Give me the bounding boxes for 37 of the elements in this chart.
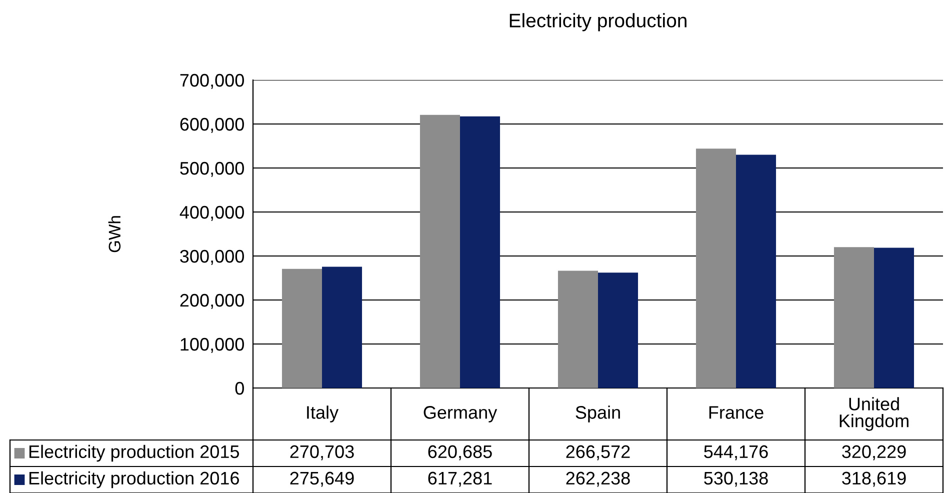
bar	[460, 116, 500, 388]
y-tick-label: 300,000	[180, 250, 244, 265]
data-label: 320,229	[842, 445, 906, 460]
legend-label: Electricity production 2016	[29, 471, 239, 488]
data-label: 262,238	[566, 472, 630, 487]
y-tick-label: 600,000	[180, 118, 244, 133]
x-tick-label: Germany	[424, 406, 498, 422]
bar	[322, 266, 362, 388]
data-label: 275,649	[290, 472, 354, 487]
data-label: 544,176	[704, 445, 768, 460]
x-tick-label: United Kingdom	[840, 397, 908, 431]
y-tick-label: 200,000	[180, 294, 244, 309]
bar	[598, 272, 638, 388]
chart-title: Electricity production	[510, 13, 686, 32]
legend-label: Electricity production 2015	[29, 444, 240, 462]
bar	[558, 270, 598, 388]
x-tick-label: Italy	[307, 406, 339, 422]
bar	[420, 114, 460, 388]
data-label: 620,685	[428, 445, 492, 460]
bar	[282, 268, 322, 388]
bar	[736, 154, 776, 388]
data-label: 530,138	[704, 472, 768, 487]
data-label: 318,619	[842, 472, 906, 487]
bar	[874, 248, 914, 388]
data-label: 270,703	[290, 445, 354, 460]
y-tick-label: 100,000	[180, 338, 244, 353]
y-tick-label: 0	[235, 382, 244, 395]
data-label: 617,281	[428, 472, 492, 487]
x-tick-label: France	[709, 406, 764, 419]
data-label: 266,572	[566, 445, 630, 460]
y-axis-title: GWh	[108, 216, 121, 252]
bar	[834, 247, 874, 388]
y-tick-label: 700,000	[180, 74, 244, 89]
y-tick-label: 400,000	[180, 206, 244, 221]
x-tick-label: Spain	[576, 406, 620, 422]
y-tick-label: 500,000	[180, 162, 244, 177]
bar	[696, 148, 736, 388]
